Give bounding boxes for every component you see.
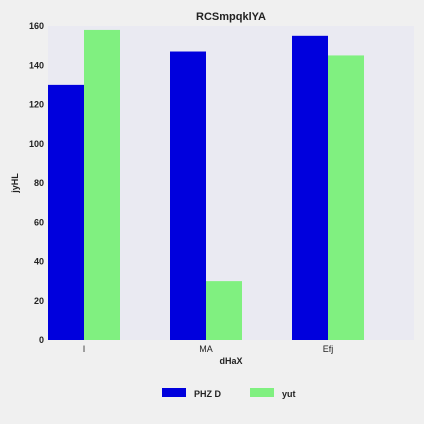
bar-yut-l — [84, 29, 120, 341]
y-tick-label: 20 — [34, 296, 44, 306]
x-tick-label: Efj — [323, 344, 334, 354]
y-axis-ticks: 0 20 40 60 80 100 120 140 160 — [29, 21, 44, 345]
legend-label: PHZ D — [194, 389, 222, 399]
bar-yut-efj — [328, 55, 364, 340]
y-tick-label: 60 — [34, 217, 44, 227]
bars-group — [48, 29, 364, 341]
y-tick-label: 100 — [29, 139, 44, 149]
y-tick-label: 80 — [34, 178, 44, 188]
x-axis-label: dHaX — [219, 356, 242, 366]
legend-swatch — [162, 388, 186, 397]
legend-label: yut — [282, 389, 296, 399]
y-axis-label: jyHL — [10, 173, 20, 194]
legend: PHZ D yut — [162, 388, 296, 399]
bar-yut-ma — [206, 281, 242, 340]
legend-swatch — [250, 388, 274, 397]
chart-title: RCSmpqklYA — [196, 11, 266, 23]
y-tick-label: 40 — [34, 257, 44, 267]
x-tick-label: MA — [199, 344, 213, 354]
y-tick-label: 0 — [39, 335, 44, 345]
y-tick-label: 140 — [29, 60, 44, 70]
y-tick-label: 160 — [29, 21, 44, 31]
x-axis-ticks: l MA Efj — [83, 344, 333, 354]
y-tick-label: 120 — [29, 100, 44, 110]
bar-phz-d-efj — [292, 35, 328, 340]
x-tick-label: l — [83, 344, 85, 354]
bar-phz-d-l — [48, 84, 84, 340]
bar-phz-d-ma — [170, 51, 206, 340]
